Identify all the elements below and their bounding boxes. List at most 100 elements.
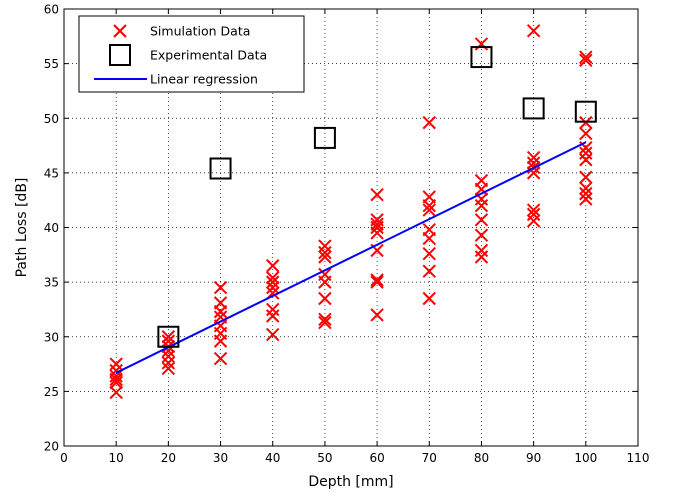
simulation-point-stroke: [370, 308, 384, 322]
simulation-point: [422, 203, 436, 217]
simulation-point-stroke: [422, 247, 436, 261]
simulation-point: [109, 357, 123, 371]
simulation-point-stroke: [526, 203, 541, 217]
experimental-point: [522, 97, 545, 120]
simulation-point: [579, 192, 593, 206]
simulation-point-stroke: [579, 186, 593, 201]
simulation-point: [266, 259, 280, 273]
simulation-point-stroke: [318, 250, 332, 264]
simulation-point: [526, 150, 541, 165]
simulation-point-stroke: [370, 273, 384, 287]
legend-regression-label: Linear regression: [150, 72, 258, 87]
simulation-point: [109, 363, 123, 378]
simulation-point: [318, 267, 332, 282]
x-tick-label: 10: [109, 451, 124, 465]
y-tick-label: 60: [44, 3, 59, 17]
y-tick-label: 25: [44, 385, 59, 399]
simulation-point: [526, 214, 541, 228]
simulation-point-stroke: [422, 222, 436, 237]
simulation-point-stroke: [474, 228, 489, 242]
simulation-point: [161, 330, 176, 344]
simulation-point: [579, 170, 593, 184]
simulation-point-stroke: [579, 192, 593, 206]
simulation-point-stroke: [579, 181, 593, 195]
x-axis-label: Depth [mm]: [308, 474, 393, 490]
simulation-point-stroke: [474, 250, 489, 264]
data-series: [109, 24, 597, 400]
simulation-point-stroke: [266, 259, 280, 273]
simulation-point-stroke: [526, 207, 541, 222]
simulation-point-stroke: [266, 271, 280, 285]
simulation-point-stroke: [161, 361, 176, 376]
simulation-point-stroke: [526, 150, 541, 165]
simulation-point-stroke: [579, 141, 593, 155]
simulation-point: [579, 146, 593, 160]
y-tick-label: 35: [44, 276, 59, 290]
experimental-series: [157, 46, 597, 348]
simulation-point-stroke: [526, 166, 541, 180]
simulation-point: [579, 53, 593, 68]
simulation-point-stroke: [474, 192, 489, 206]
simulation-point: [526, 203, 541, 217]
y-tick-label: 45: [44, 166, 59, 180]
simulation-point-stroke: [266, 280, 280, 295]
simulation-point-stroke: [422, 291, 436, 306]
simulation-point: [266, 309, 280, 323]
simulation-point: [579, 126, 593, 141]
legend: Simulation Data Experimental Data Linear…: [78, 15, 305, 93]
simulation-point: [370, 217, 384, 231]
simulation-point-stroke: [370, 243, 384, 258]
simulation-point-stroke: [109, 357, 123, 371]
simulation-point-stroke: [370, 213, 384, 227]
simulation-point-stroke: [213, 280, 228, 295]
simulation-point: [266, 327, 280, 342]
experimental-point: [313, 126, 336, 149]
simulation-point: [579, 50, 593, 64]
experimental-point: [574, 100, 597, 123]
simulation-point-stroke: [318, 239, 332, 253]
axis-ticks: [63, 8, 639, 447]
simulation-point: [266, 280, 280, 295]
simulation-point: [370, 273, 384, 287]
simulation-point-stroke: [370, 188, 384, 202]
y-tick-label: 55: [44, 57, 59, 71]
simulation-point-stroke: [579, 126, 593, 141]
simulation-point-stroke: [109, 385, 123, 400]
simulation-point-stroke: [422, 115, 436, 130]
simulation-point-stroke: [474, 213, 489, 227]
simulation-point: [109, 369, 123, 383]
simulation-point-stroke: [318, 315, 332, 330]
simulation-point: [109, 375, 123, 390]
simulation-point: [161, 356, 176, 370]
simulation-point-stroke: [579, 53, 593, 68]
simulation-point: [370, 213, 384, 227]
simulation-point: [213, 310, 228, 324]
simulation-point: [318, 312, 332, 326]
simulation-point: [474, 243, 489, 258]
x-tick-label: 0: [60, 451, 68, 465]
simulation-point-stroke: [109, 375, 123, 390]
simulation-point-stroke: [161, 349, 176, 364]
regression-line: [115, 141, 587, 374]
legend-experimental-label: Experimental Data: [150, 48, 267, 63]
simulation-point-stroke: [474, 173, 489, 188]
simulation-point-stroke: [370, 217, 384, 231]
simulation-point: [318, 245, 332, 260]
simulation-point: [213, 280, 228, 295]
simulation-point-stroke: [109, 363, 123, 378]
experimental-point: [209, 157, 232, 180]
simulation-point-stroke: [161, 334, 176, 348]
x-tick-label: 100: [574, 451, 597, 465]
simulation-point: [266, 271, 280, 285]
x-tick-label: 30: [213, 451, 228, 465]
simulation-point: [161, 349, 176, 364]
simulation-point-stroke: [579, 146, 593, 160]
simulation-point-stroke: [213, 351, 228, 366]
simulation-point-stroke: [526, 214, 541, 228]
simulation-point: [318, 250, 332, 264]
simulation-point-stroke: [213, 296, 228, 310]
simulation-point: [318, 315, 332, 330]
x-tick-label: 90: [526, 451, 541, 465]
y-tick-labels: 20 25 30 35 40 45 50 55 60: [44, 3, 59, 454]
simulation-point-stroke: [579, 50, 593, 64]
